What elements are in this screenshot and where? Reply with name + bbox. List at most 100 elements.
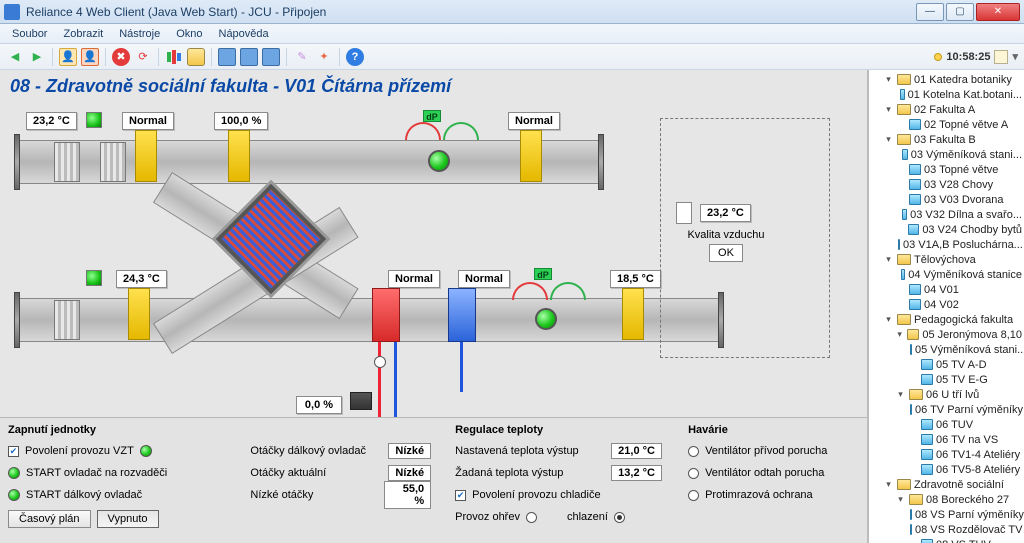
- tree-item-label: 03 Fakulta B: [914, 134, 976, 146]
- close-button[interactable]: ✕: [976, 3, 1020, 21]
- tree-item[interactable]: 05 Výměníková stani...: [869, 342, 1024, 357]
- mode-heat-radio[interactable]: [526, 512, 537, 523]
- casovy-plan-button[interactable]: Časový plán: [8, 510, 91, 528]
- help-icon[interactable]: ?: [346, 48, 364, 66]
- tree-leaf-icon: [921, 434, 933, 445]
- tree-folder-icon: [897, 314, 911, 325]
- dp-label-1: dP: [423, 110, 441, 122]
- tree-item[interactable]: ▾Pedagogická fakulta: [869, 312, 1024, 327]
- rpm-remote-value[interactable]: Nízké: [388, 443, 431, 459]
- tree-item[interactable]: 06 TV1-4 Ateliéry: [869, 447, 1024, 462]
- tree-item[interactable]: 05 TV A-D: [869, 357, 1024, 372]
- stop-icon[interactable]: ✖: [112, 48, 130, 66]
- tree-item[interactable]: ▾ 03 Fakulta B: [869, 132, 1024, 147]
- menu-okno[interactable]: Okno: [170, 26, 208, 42]
- tree-item[interactable]: 04 V01: [869, 282, 1024, 297]
- nav-back-icon[interactable]: ◀: [6, 48, 24, 66]
- tree-item[interactable]: 01 Kotelna Kat.botani...: [869, 87, 1024, 102]
- tree-item[interactable]: 04 V02: [869, 297, 1024, 312]
- print-icon[interactable]: [262, 48, 280, 66]
- pin-icon[interactable]: ✦: [315, 48, 333, 66]
- tree-item[interactable]: 03 V03 Dvorana: [869, 192, 1024, 207]
- tree-item[interactable]: 03 V28 Chovy: [869, 177, 1024, 192]
- tree-collapse-icon[interactable]: ▾: [883, 74, 894, 85]
- minimize-button[interactable]: —: [916, 3, 944, 21]
- tree-collapse-icon[interactable]: ▾: [883, 254, 894, 265]
- menu-soubor[interactable]: Soubor: [6, 26, 53, 42]
- tree-item[interactable]: 08 VS Parní výměníky: [869, 507, 1024, 522]
- permit-vzt-led: [140, 445, 152, 457]
- tree-collapse-icon[interactable]: ▾: [883, 104, 894, 115]
- reload-icon[interactable]: ⟳: [134, 48, 152, 66]
- tree-item[interactable]: ▾Zdravotně sociální: [869, 477, 1024, 492]
- database-icon[interactable]: [187, 48, 205, 66]
- chart-icon[interactable]: [165, 48, 183, 66]
- titlebar: Reliance 4 Web Client (Java Web Start) -…: [0, 0, 1024, 24]
- menu-zobrazit[interactable]: Zobrazit: [57, 26, 109, 42]
- tree-item[interactable]: ▾01 Katedra botaniky: [869, 72, 1024, 87]
- tree-item[interactable]: 08 VS Rozdělovač TV: [869, 522, 1024, 537]
- tree-collapse-icon[interactable]: ▾: [883, 134, 894, 145]
- tree-folder-icon: [897, 479, 911, 490]
- fault-supply-radio: [688, 446, 699, 457]
- menu-nastroje[interactable]: Nástroje: [113, 26, 166, 42]
- vypnuto-button[interactable]: Vypnuto: [97, 510, 159, 528]
- mode-cool-radio[interactable]: [614, 512, 625, 523]
- save-icon[interactable]: [240, 48, 258, 66]
- fan-bottom-led: [535, 308, 557, 330]
- tree-collapse-icon[interactable]: ▾: [895, 329, 904, 340]
- tree-item[interactable]: 06 TV Parní výměníky: [869, 402, 1024, 417]
- req-temp-label: Žadaná teplota výstup: [455, 467, 605, 479]
- grid-icon[interactable]: [218, 48, 236, 66]
- tree-item[interactable]: 03 Výměníková stani...: [869, 147, 1024, 162]
- tree-collapse-icon[interactable]: ▾: [895, 389, 906, 400]
- air-quality-panel: Kvalita vzduchu OK: [676, 228, 776, 262]
- clock-chevron-icon[interactable]: ▾: [1012, 50, 1018, 63]
- tree-item[interactable]: 06 TV na VS: [869, 432, 1024, 447]
- tree-item-label: 04 Výměníková stanice: [908, 269, 1022, 281]
- tree-item[interactable]: 04 Výměníková stanice: [869, 267, 1024, 282]
- tree-collapse-icon[interactable]: ▾: [883, 479, 894, 490]
- tree-item[interactable]: ▾06 U tří lvů: [869, 387, 1024, 402]
- tree-collapse-icon[interactable]: ▾: [883, 314, 894, 325]
- damper-top-3: [520, 130, 542, 182]
- tree-collapse-icon[interactable]: ▾: [895, 494, 906, 505]
- sensor-icon: [676, 202, 692, 224]
- air-quality-label: Kvalita vzduchu: [676, 228, 776, 242]
- status-normal-2: Normal: [508, 112, 560, 130]
- tree-item[interactable]: 03 Topné větve: [869, 162, 1024, 177]
- tree-item[interactable]: 06 TUV: [869, 417, 1024, 432]
- nav-forward-icon[interactable]: ▶: [28, 48, 46, 66]
- tree-item[interactable]: ▾02 Fakulta A: [869, 102, 1024, 117]
- user-icon[interactable]: 👤: [59, 48, 77, 66]
- tree-item[interactable]: ▾05 Jeronýmova 8,10: [869, 327, 1024, 342]
- tree-item[interactable]: 08 VS TUV: [869, 537, 1024, 543]
- tree-item[interactable]: 05 TV E-G: [869, 372, 1024, 387]
- tree-item[interactable]: ▾08 Boreckého 27: [869, 492, 1024, 507]
- menubar: Soubor Zobrazit Nástroje Okno Nápověda: [0, 24, 1024, 44]
- user-remove-icon[interactable]: 👤: [81, 48, 99, 66]
- tree-item[interactable]: 03 V32 Dílna a svařo...: [869, 207, 1024, 222]
- tree-item[interactable]: ▾ Tělovýchova: [869, 252, 1024, 267]
- rpm-low-value[interactable]: 55,0 %: [384, 481, 431, 509]
- arc-red-2: [512, 282, 548, 300]
- permit-vzt-checkbox[interactable]: ✔: [8, 446, 19, 457]
- tree-item[interactable]: 03 V24 Chodby bytů: [869, 222, 1024, 237]
- tree-pane[interactable]: ▾01 Katedra botaniky01 Kotelna Kat.botan…: [868, 70, 1024, 543]
- fault-exhaust-label: Ventilátor odtah porucha: [705, 467, 824, 479]
- tree-leaf-icon: [908, 224, 919, 235]
- tree-item[interactable]: 03 V1A,B Posluchárna...: [869, 237, 1024, 252]
- wand-icon[interactable]: ✎: [293, 48, 311, 66]
- tree-leaf-icon: [901, 269, 906, 280]
- filter-top-2: [100, 142, 126, 182]
- tree-item[interactable]: 02 Topné větve A: [869, 117, 1024, 132]
- tree-leaf-icon: [921, 449, 933, 460]
- menu-napoveda[interactable]: Nápověda: [213, 26, 275, 42]
- start-local-led: [8, 467, 20, 479]
- set-temp-value[interactable]: 21,0 °C: [611, 443, 662, 459]
- maximize-button[interactable]: ▢: [946, 3, 974, 21]
- permit-cool-checkbox[interactable]: ✔: [455, 490, 466, 501]
- tree-item-label: Tělovýchova: [914, 254, 976, 266]
- pct-bottom: 0,0 %: [296, 396, 342, 414]
- tree-item[interactable]: 06 TV5-8 Ateliéry: [869, 462, 1024, 477]
